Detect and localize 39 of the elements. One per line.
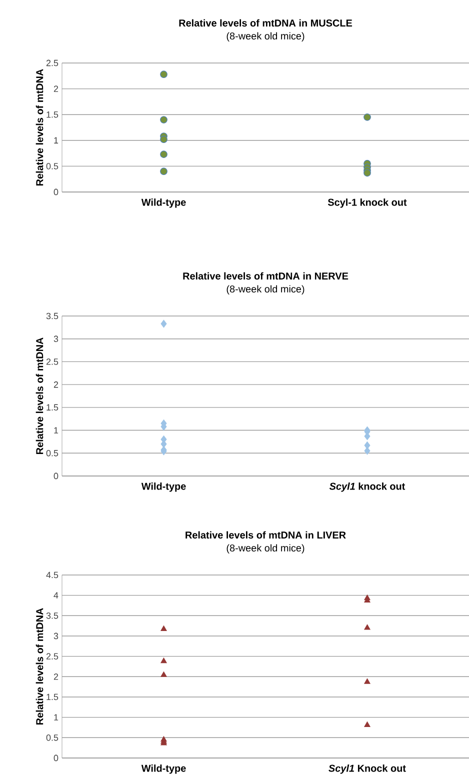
y-tick-label: 2 [54,86,58,92]
y-tick-label: 1.5 [46,404,58,411]
chart-subtitle: (8-week old mice) [226,285,304,294]
x-tick-label: Scyl1 knock out [329,482,405,492]
y-axis-title: Relative levels of mtDNA [36,69,43,186]
y-tick-label: 0.5 [46,450,58,456]
chart-title: Relative levels of mtDNA in LIVER [185,531,346,539]
y-tick-label: 1 [54,137,58,144]
y-tick-label: 2 [54,674,58,680]
y-tick-label: 4 [54,592,58,598]
y-tick-label: 3 [54,632,58,640]
y-tick-label: 3 [54,336,58,342]
y-tick-label: 2.5 [46,358,58,365]
y-tick-label: 3.5 [46,612,58,619]
y-tick-label: 2 [54,381,58,388]
x-tick-label: Scyl-1 knock out [328,198,407,208]
x-tick-label: Wild-type [141,482,186,492]
y-tick-label: 2.5 [46,653,58,660]
y-tick-label: 0.5 [46,163,58,170]
chart-title: Relative levels of mtDNA in NERVE [183,272,348,280]
chart-title: Relative levels of mtDNA in MUSCLE [179,19,352,27]
y-axis-title: Relative levels of mtDNA [36,338,43,454]
y-tick-label: 3.5 [46,312,58,320]
y-tick-label: 2.5 [46,60,58,66]
y-axis-title: Relative levels of mtDNA [36,608,43,725]
chart-subtitle: (8-week old mice) [226,32,304,42]
y-tick-label: 1.5 [46,111,58,118]
y-tick-label: 1 [54,427,58,434]
y-tick-label: 1.5 [46,694,58,700]
y-tick-label: 4.5 [46,572,58,578]
y-tick-label: 0 [54,472,58,480]
y-tick-label: 0.5 [46,734,58,741]
y-tick-label: 1 [54,714,58,720]
x-tick-label: Wild-type [141,764,186,774]
y-tick-label: 0 [54,754,58,762]
chart-subtitle: (8-week old mice) [226,544,304,554]
x-tick-label: Scyl1 Knock out [328,764,406,774]
y-tick-label: 0 [54,188,58,196]
x-tick-label: Wild-type [141,198,186,208]
